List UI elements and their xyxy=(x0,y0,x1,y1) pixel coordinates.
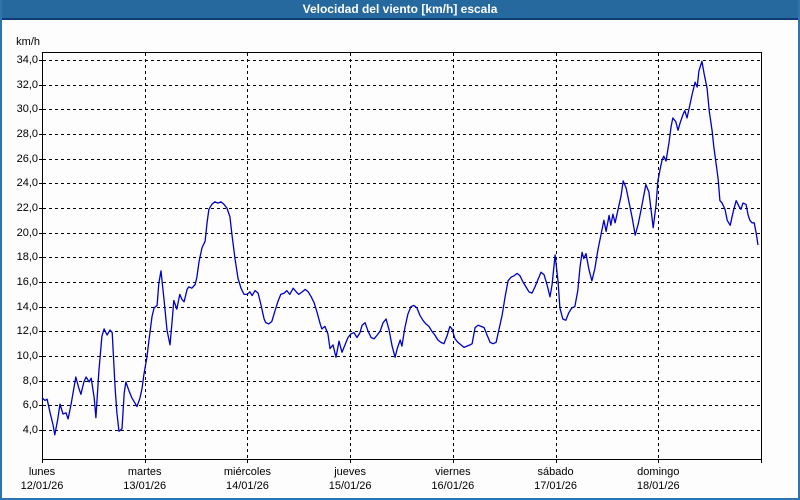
x-day-date-label: 13/01/26 xyxy=(123,480,167,492)
x-day-date-label: 17/01/26 xyxy=(534,480,577,492)
y-tick-label: 10,0 xyxy=(16,350,38,362)
y-tick-label: 20,0 xyxy=(16,227,38,239)
y-tick-label: 8,0 xyxy=(22,375,38,387)
x-day-date-label: 16/01/26 xyxy=(431,480,475,492)
y-tick-label: 26,0 xyxy=(16,153,38,165)
wind-speed-series-line xyxy=(41,60,759,436)
y-tick-label: 28,0 xyxy=(16,128,38,140)
y-axis-unit-label: km/h xyxy=(16,36,40,48)
y-tick-label: 14,0 xyxy=(16,301,38,313)
y-tick-label: 18,0 xyxy=(16,251,38,263)
page-title: Velocidad del viento [km/h] escala xyxy=(302,2,498,16)
plot-border xyxy=(42,52,762,460)
x-day-name-label: sábado xyxy=(537,466,574,478)
y-tick-label: 16,0 xyxy=(16,276,38,288)
x-day-name-label: jueves xyxy=(334,466,367,478)
x-day-name-label: domingo xyxy=(637,466,680,478)
y-tick-label: 32,0 xyxy=(16,79,38,91)
x-day-name-label: miércoles xyxy=(223,466,271,478)
title-bar: Velocidad del viento [km/h] escala xyxy=(2,0,798,20)
x-day-name-label: lunes xyxy=(28,466,56,478)
x-day-date-label: 15/01/26 xyxy=(328,480,372,492)
y-tick-label: 24,0 xyxy=(16,177,38,189)
x-day-date-label: 12/01/26 xyxy=(20,480,64,492)
y-tick-label: 34,0 xyxy=(16,54,38,66)
x-day-name-label: viernes xyxy=(435,466,471,478)
y-tick-label: 4,0 xyxy=(22,424,38,436)
y-tick-label: 30,0 xyxy=(16,103,38,115)
x-day-name-label: martes xyxy=(127,466,162,478)
chart-region: km/h 34,0 32,0 30,0 28,0 26,0 24,0 22,0 20,0 18,… xyxy=(2,20,798,498)
y-tick-label: 22,0 xyxy=(16,202,38,214)
y-tick-label: 6,0 xyxy=(22,399,38,411)
x-day-date-label: 14/01/26 xyxy=(226,480,269,492)
wind-speed-line-chart xyxy=(39,52,762,463)
x-day-date-label: 18/01/26 xyxy=(636,480,680,492)
y-tick-label: 12,0 xyxy=(16,325,38,337)
